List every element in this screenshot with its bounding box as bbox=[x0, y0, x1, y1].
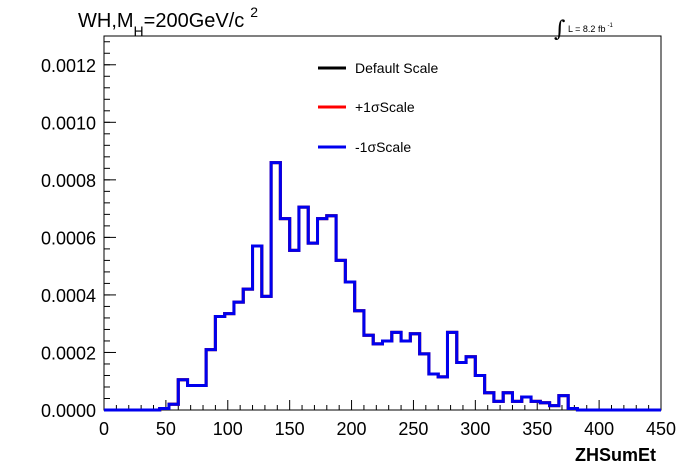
y-tick-label: 0.0002 bbox=[41, 343, 96, 363]
y-tick-label: 0.0008 bbox=[41, 171, 96, 191]
x-tick-label: 250 bbox=[398, 419, 428, 439]
x-tick-label: 100 bbox=[213, 419, 243, 439]
x-tick-label: 300 bbox=[460, 419, 490, 439]
y-tick-label: 0.0004 bbox=[41, 286, 96, 306]
y-tick-label: 0.0010 bbox=[41, 113, 96, 133]
x-axis-label: ZHSumEt bbox=[575, 445, 656, 465]
series-line-0 bbox=[104, 161, 661, 412]
plot-frame bbox=[103, 35, 662, 411]
series-line-1 bbox=[104, 161, 661, 412]
y-tick-label: 0.0012 bbox=[41, 56, 96, 76]
legend-label: -1σScale bbox=[355, 139, 411, 155]
chart-title: WH,MH=200GeV/c 2 bbox=[78, 4, 258, 39]
integral-sign-icon: ∫ bbox=[554, 17, 566, 42]
x-tick-label: 200 bbox=[337, 419, 367, 439]
luminosity-label: ∫ L = 8.2 fb -1 bbox=[554, 17, 613, 42]
legend-label: +1σScale bbox=[355, 99, 415, 115]
x-tick-label: 450 bbox=[646, 419, 676, 439]
x-tick-label: 50 bbox=[156, 419, 176, 439]
axes: 0 50 100 150 200 250 300 350 400 450 0.0000 0.0002 0… bbox=[41, 41, 676, 439]
y-tick-label: 0.0000 bbox=[41, 401, 96, 421]
series-line-2 bbox=[104, 161, 661, 412]
x-tick-label: 0 bbox=[99, 419, 109, 439]
x-tick-label: 350 bbox=[522, 419, 552, 439]
series-group bbox=[104, 161, 661, 412]
luminosity-text: L = 8.2 fb -1 bbox=[568, 23, 613, 34]
x-tick-label: 400 bbox=[584, 419, 614, 439]
legend-label: Default Scale bbox=[355, 60, 438, 76]
x-tick-label: 150 bbox=[275, 419, 305, 439]
y-tick-label: 0.0006 bbox=[41, 228, 96, 248]
legend: Default Scale +1σScale -1σScale bbox=[318, 60, 438, 155]
